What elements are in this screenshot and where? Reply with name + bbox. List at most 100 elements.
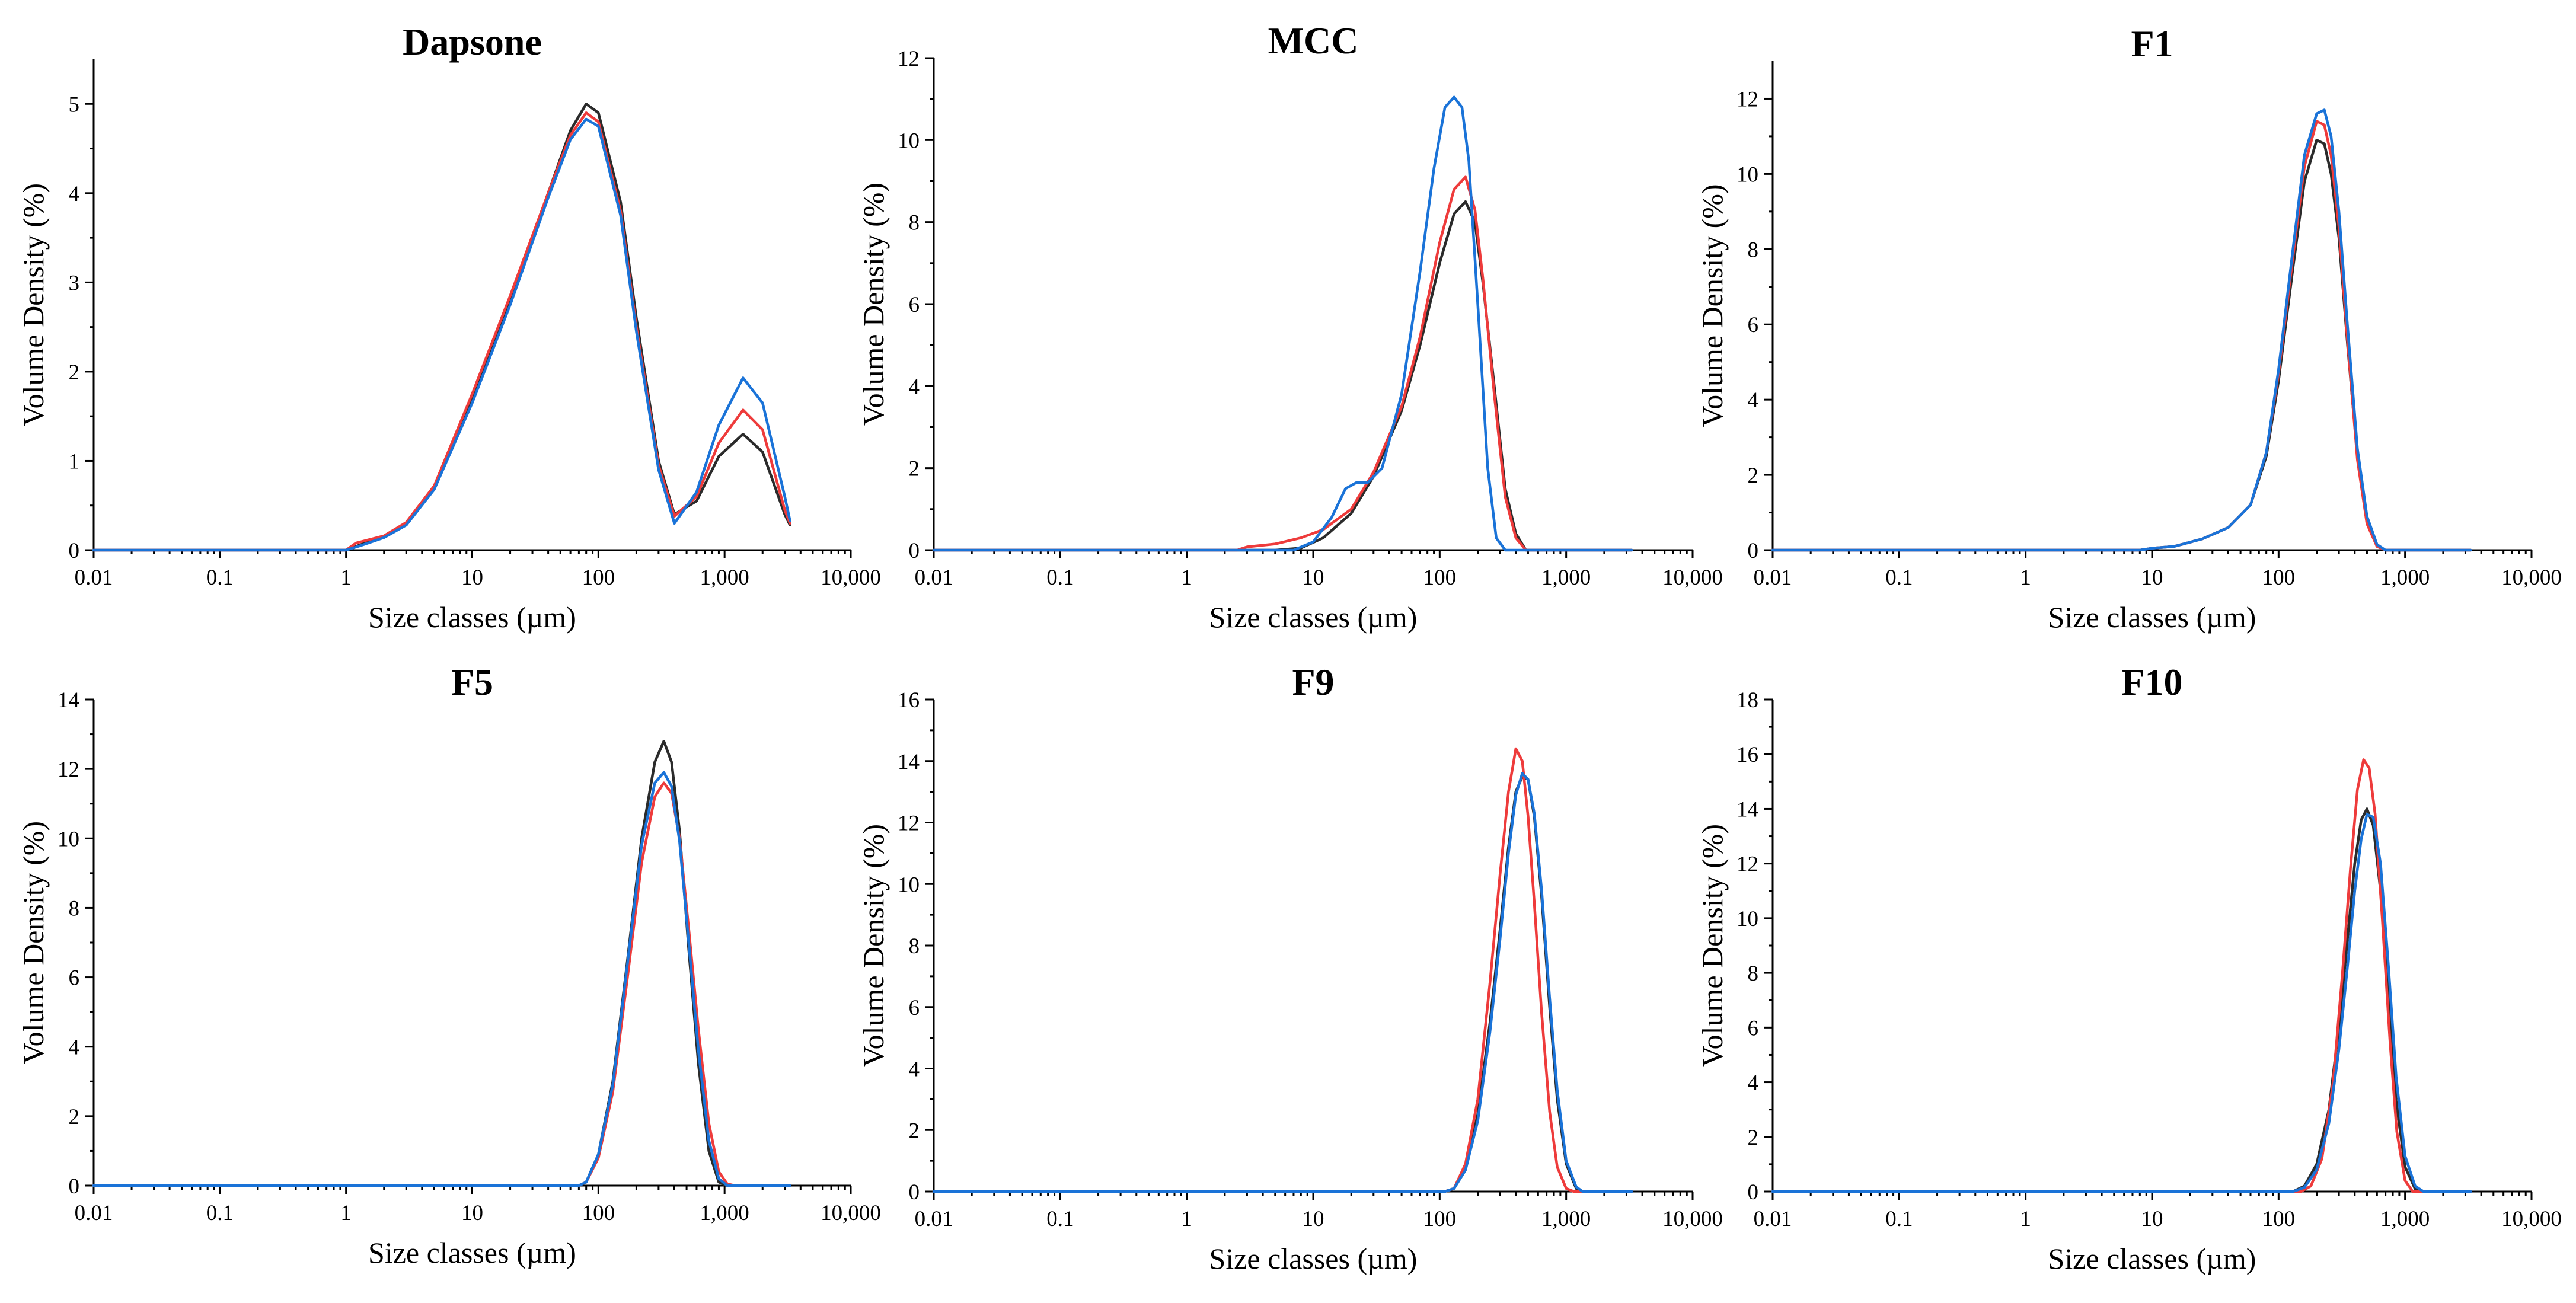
x-tick-label: 10	[2141, 1207, 2163, 1231]
x-axis-title: Size classes (µm)	[368, 601, 576, 634]
chart-panel-0: 0.01 0.1 1 10 100 1,000 10,000 0 1 2 3 4 5 Dapsone Siz…	[17, 21, 881, 634]
chart-title: Dapsone	[403, 21, 542, 63]
series-line-black	[92, 740, 791, 1187]
x-tick-label: 10,000	[1662, 566, 1723, 590]
x-tick-label: 1	[1181, 1207, 1192, 1231]
y-tick-label: 10	[898, 129, 920, 153]
y-tick-label: 14	[1737, 797, 1758, 822]
series-line-black	[1771, 139, 2472, 552]
x-tick-label: 10,000	[2501, 566, 2562, 590]
series-line-blue	[1771, 108, 2472, 552]
y-tick-label: 6	[1748, 1016, 1759, 1040]
y-tick-label: 8	[1748, 962, 1759, 986]
x-tick-label: 0.1	[206, 1201, 234, 1225]
x-tick-label: 0.01	[1754, 1207, 1792, 1231]
y-tick-label: 6	[1748, 313, 1759, 337]
x-tick-label: 1,000	[1541, 566, 1591, 590]
y-tick-label: 4	[909, 375, 920, 399]
x-tick-label: 1,000	[2380, 1207, 2430, 1231]
y-tick-label: 4	[69, 182, 80, 206]
x-axis-title: Size classes (µm)	[1209, 601, 1418, 634]
y-tick-label: 12	[1737, 852, 1758, 877]
x-tick-label: 0.01	[915, 566, 953, 590]
x-tick-label: 100	[2262, 1207, 2296, 1231]
chart-panel-5: 0.01 0.1 1 10 100 1,000 10,000 0 2 4 6 8 10 12 14 16 18 F…	[1696, 661, 2562, 1275]
y-tick-label: 0	[909, 1180, 920, 1205]
x-axis-title: Size classes (µm)	[2048, 601, 2256, 634]
y-tick-label: 12	[898, 47, 920, 71]
x-tick-label: 10,000	[2501, 1207, 2562, 1231]
y-tick-label: 10	[898, 873, 920, 897]
series-line-blue	[1771, 813, 2472, 1193]
x-tick-label: 1	[2020, 566, 2031, 590]
y-tick-label: 8	[909, 934, 920, 959]
y-tick-label: 2	[909, 1119, 920, 1143]
x-tick-label: 1,000	[1541, 1207, 1591, 1231]
y-tick-label: 1	[69, 449, 80, 474]
y-tick-label: 0	[909, 539, 920, 563]
chart-panel-3: 0.01 0.1 1 10 100 1,000 10,000 0 2 4 6 8 10 12 14 F5 Siz…	[17, 661, 881, 1269]
x-tick-label: 1,000	[700, 1201, 749, 1225]
x-tick-label: 0.1	[1046, 566, 1074, 590]
series-line-blue	[92, 771, 791, 1187]
x-tick-label: 10,000	[821, 1201, 881, 1225]
series-line-black	[92, 103, 791, 552]
x-tick-label: 10,000	[1662, 1207, 1723, 1231]
chart-title: F9	[1292, 661, 1334, 703]
chart-panel-1: 0.01 0.1 1 10 100 1,000 10,000 0 2 4 6 8 10 12 MCC Size…	[857, 20, 1723, 634]
x-tick-label: 0.1	[1885, 566, 1913, 590]
x-tick-label: 0.01	[1754, 566, 1792, 590]
x-tick-label: 1	[340, 1201, 352, 1225]
y-tick-label: 12	[1737, 87, 1758, 111]
y-tick-label: 2	[909, 457, 920, 481]
y-axis-title: Volume Density (%)	[857, 183, 890, 426]
y-tick-label: 10	[1737, 162, 1758, 187]
x-tick-label: 10	[1303, 566, 1324, 590]
y-tick-label: 8	[909, 211, 920, 235]
series-line-blue	[92, 117, 791, 552]
y-tick-label: 6	[69, 966, 80, 991]
y-tick-label: 18	[1737, 688, 1758, 713]
x-tick-label: 1	[1181, 566, 1192, 590]
series-line-red	[92, 111, 791, 552]
x-tick-label: 10	[461, 566, 483, 590]
y-tick-label: 0	[69, 539, 80, 563]
x-tick-label: 0.01	[75, 1201, 113, 1225]
x-axis-title: Size classes (µm)	[1209, 1242, 1418, 1275]
y-tick-label: 6	[909, 293, 920, 317]
x-tick-label: 100	[1423, 566, 1457, 590]
y-tick-label: 0	[1748, 539, 1759, 563]
y-axis-title: Volume Density (%)	[1696, 184, 1729, 427]
x-axis-title: Size classes (µm)	[2048, 1242, 2256, 1275]
y-tick-label: 5	[69, 92, 80, 117]
x-tick-label: 0.1	[1885, 1207, 1913, 1231]
series-line-red	[932, 175, 1633, 552]
chart-title: F1	[2131, 23, 2173, 65]
chart-panel-2: 0.01 0.1 1 10 100 1,000 10,000 0 2 4 6 8 10 12 F1 Size …	[1696, 23, 2562, 634]
series-line-black	[932, 775, 1633, 1193]
x-tick-label: 100	[582, 566, 615, 590]
x-tick-label: 1	[340, 566, 352, 590]
y-axis-title: Volume Density (%)	[17, 821, 50, 1064]
x-tick-label: 0.01	[75, 566, 113, 590]
y-tick-label: 2	[1748, 464, 1759, 488]
y-tick-label: 0	[69, 1174, 80, 1199]
x-tick-label: 100	[2262, 566, 2296, 590]
x-tick-label: 0.1	[1046, 1207, 1074, 1231]
y-tick-label: 10	[58, 827, 79, 851]
y-tick-label: 8	[69, 896, 80, 921]
y-tick-label: 3	[69, 271, 80, 295]
x-tick-label: 1	[2020, 1207, 2031, 1231]
y-tick-label: 16	[1737, 743, 1758, 767]
x-tick-label: 10	[461, 1201, 483, 1225]
series-line-blue	[932, 772, 1633, 1193]
y-tick-label: 6	[909, 996, 920, 1020]
y-axis-title: Volume Density (%)	[1696, 824, 1729, 1067]
y-tick-label: 10	[1737, 907, 1758, 931]
y-tick-label: 14	[58, 688, 79, 713]
x-tick-label: 0.01	[915, 1207, 953, 1231]
y-tick-label: 4	[1748, 388, 1759, 413]
chart-title: F5	[451, 661, 493, 703]
x-tick-label: 1,000	[700, 566, 749, 590]
